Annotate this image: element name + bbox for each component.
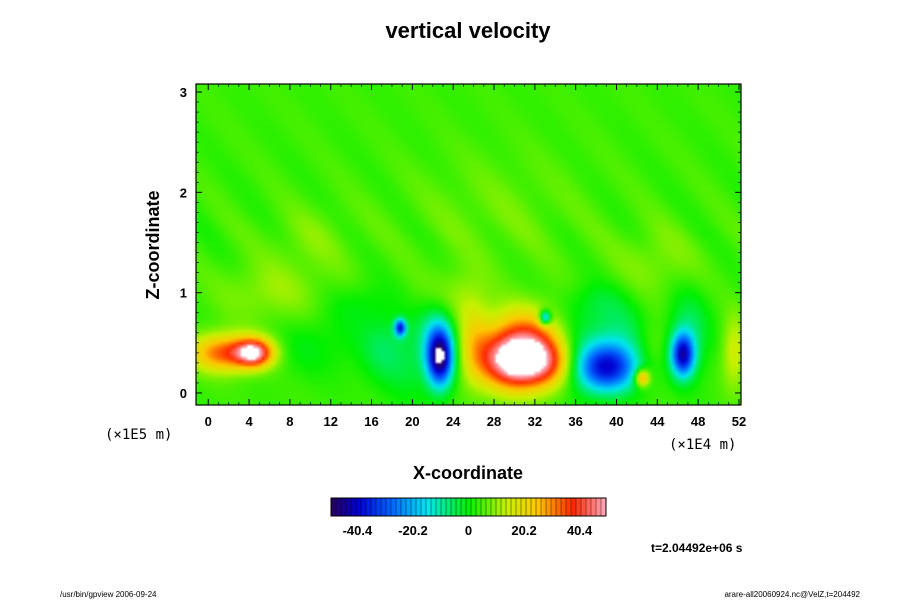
colorbar-swatch: [441, 498, 447, 516]
colorbar-swatch: [591, 498, 597, 516]
colorbar-swatch: [486, 498, 492, 516]
colorbar: -40.4 -20.2 0 20.2 40.4: [330, 497, 607, 538]
colorbar-swatch: [431, 498, 437, 516]
footer-right: arare-all20060924.nc@VelZ,t=204492: [724, 590, 860, 599]
colorbar-tick-label: -40.4: [343, 523, 373, 538]
colorbar-swatch: [346, 498, 352, 516]
colorbar-swatch: [381, 498, 387, 516]
x-tick-label: 28: [487, 414, 501, 429]
colorbar-swatch: [511, 498, 517, 516]
y-tick-label: 0: [180, 386, 187, 401]
x-tick-label: 40: [609, 414, 623, 429]
x-tick-label: 16: [364, 414, 378, 429]
colorbar-tick-label: -20.2: [398, 523, 428, 538]
colorbar-swatch: [576, 498, 582, 516]
colorbar-swatch: [526, 498, 532, 516]
x-tick-label: 4: [245, 414, 253, 429]
colorbar-tick-label: 0: [465, 523, 472, 538]
y-axis-ticks: 0 1 2 3: [180, 85, 741, 401]
colorbar-swatch: [571, 498, 577, 516]
y-tick-label: 2: [180, 185, 187, 200]
colorbar-swatch: [471, 498, 477, 516]
x-tick-label: 12: [323, 414, 337, 429]
x-axis-ticks: 0 4 8 12 16 20 24 28 32 36 40 44 48 52: [205, 84, 746, 429]
colorbar-swatch: [496, 498, 502, 516]
colorbar-swatch: [396, 498, 402, 516]
colorbar-swatch: [601, 498, 607, 516]
colorbar-swatch: [581, 498, 587, 516]
colorbar-swatch: [506, 498, 512, 516]
colorbar-swatch: [356, 498, 362, 516]
colorbar-swatch: [411, 498, 417, 516]
x-tick-label: 24: [446, 414, 461, 429]
x-tick-label: 20: [405, 414, 419, 429]
colorbar-swatch: [461, 498, 467, 516]
x-tick-label: 44: [650, 414, 665, 429]
y-tick-label: 3: [180, 85, 187, 100]
colorbar-swatch: [451, 498, 457, 516]
colorbar-swatch: [371, 498, 377, 516]
colorbar-tick-label: 20.2: [511, 523, 536, 538]
colorbar-swatch: [531, 498, 537, 516]
colorbar-swatch: [541, 498, 547, 516]
colorbar-swatch: [521, 498, 527, 516]
colorbar-swatch: [516, 498, 522, 516]
x-axis-label: X-coordinate: [413, 463, 523, 483]
colorbar-swatch: [561, 498, 567, 516]
colorbar-swatch: [416, 498, 422, 516]
plot-frame: [195, 83, 742, 406]
colorbar-swatch: [536, 498, 542, 516]
colorbar-swatch: [361, 498, 367, 516]
colorbar-swatch: [466, 498, 472, 516]
y-scale-label: (×1E5 m): [105, 427, 172, 443]
time-label: t=2.04492e+06 s: [651, 541, 743, 555]
colorbar-swatch: [456, 498, 462, 516]
x-tick-label: 36: [568, 414, 582, 429]
colorbar-swatch: [386, 498, 392, 516]
colorbar-swatch: [406, 498, 412, 516]
y-tick-label: 1: [180, 286, 187, 301]
colorbar-swatch: [546, 498, 552, 516]
x-tick-label: 8: [286, 414, 293, 429]
colorbar-swatch: [341, 498, 347, 516]
colorbar-swatch: [336, 498, 342, 516]
footer-left: /usr/bin/gpview 2006-09-24: [60, 590, 157, 599]
colorbar-swatch: [556, 498, 562, 516]
colorbar-swatch: [391, 498, 397, 516]
x-tick-label: 52: [732, 414, 746, 429]
colorbar-swatch: [476, 498, 482, 516]
colorbar-swatch: [426, 498, 432, 516]
colorbar-swatch: [421, 498, 427, 516]
colorbar-swatch: [566, 498, 572, 516]
colorbar-tick-label: 40.4: [567, 523, 593, 538]
y-axis-label: Z-coordinate: [143, 190, 163, 299]
colorbar-swatch: [376, 498, 382, 516]
x-tick-label: 0: [205, 414, 212, 429]
colorbar-swatch: [551, 498, 557, 516]
colorbar-swatch: [366, 498, 372, 516]
x-tick-label: 32: [528, 414, 542, 429]
colorbar-swatch: [351, 498, 357, 516]
colorbar-swatch: [596, 498, 602, 516]
colorbar-swatch: [446, 498, 452, 516]
colorbar-swatch: [401, 498, 407, 516]
colorbar-swatch: [481, 498, 487, 516]
colorbar-swatch: [501, 498, 507, 516]
x-tick-label: 48: [691, 414, 705, 429]
colorbar-swatch: [491, 498, 497, 516]
colorbar-swatch: [331, 498, 337, 516]
heatmap-field: [196, 84, 741, 405]
chart-title: vertical velocity: [385, 18, 551, 43]
colorbar-swatch: [436, 498, 442, 516]
x-scale-label: (×1E4 m): [669, 437, 736, 453]
colorbar-swatch: [586, 498, 592, 516]
